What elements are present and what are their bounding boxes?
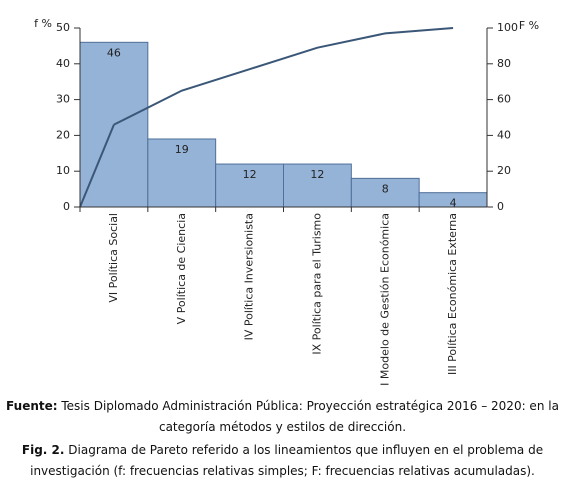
y2-tick-label: 60 [497,93,511,106]
y-tick-label: 50 [56,21,70,34]
x-tick-label: VI Política Social [107,213,120,303]
y-tick-label: 20 [56,128,70,141]
y-tick-label: 0 [63,200,70,213]
bar [147,138,217,208]
x-tick-label: V Política de Ciencia [175,213,188,324]
x-tick-label: I Modelo de Gestión Económica [378,213,391,386]
figure-text: Diagrama de Pareto referido a los lineam… [30,443,544,478]
y-tick-label: 30 [56,93,70,106]
chart: f % F % 0 10 20 30 40 50 0 20 40 60 80 100 46 19 12 12 8… [34,17,539,386]
y-axis-label: f % [34,17,52,30]
y2-tick-label: 80 [497,57,511,70]
y-tick-label: 10 [56,164,70,177]
bar [215,163,285,208]
source-label: Fuente: [6,399,58,413]
bar-value-label: 12 [243,168,257,181]
y-tick-label: 40 [56,57,70,70]
cumulative-line [113,27,454,126]
bar [283,163,352,208]
source-text: Tesis Diplomado Administración Pública: … [61,399,559,434]
y2-tick-label: 20 [497,164,511,177]
caption-source: Fuente: Tesis Diplomado Administración P… [2,396,563,438]
bar-value-label: 19 [175,143,189,156]
line-lead [79,124,115,208]
x-tick-label: III Política Económica Externa [446,213,459,375]
figure-label: Fig. 2. [21,443,65,457]
y2-tick-label: 0 [497,200,504,213]
x-tick-label: IV Política Inversionista [243,213,256,340]
caption-figure: Fig. 2. Diagrama de Pareto referido a lo… [2,440,563,482]
bar-value-label: 4 [450,197,457,210]
bar-value-label: 8 [382,182,389,195]
x-tick-label: IX Política para el Turismo [310,213,323,355]
y2-tick-label: 40 [497,128,511,141]
bar-value-label: 46 [107,46,121,59]
bar-value-label: 12 [310,168,324,181]
y2-tick-label: 100 [497,21,518,34]
y2-axis-label: F % [519,19,539,32]
